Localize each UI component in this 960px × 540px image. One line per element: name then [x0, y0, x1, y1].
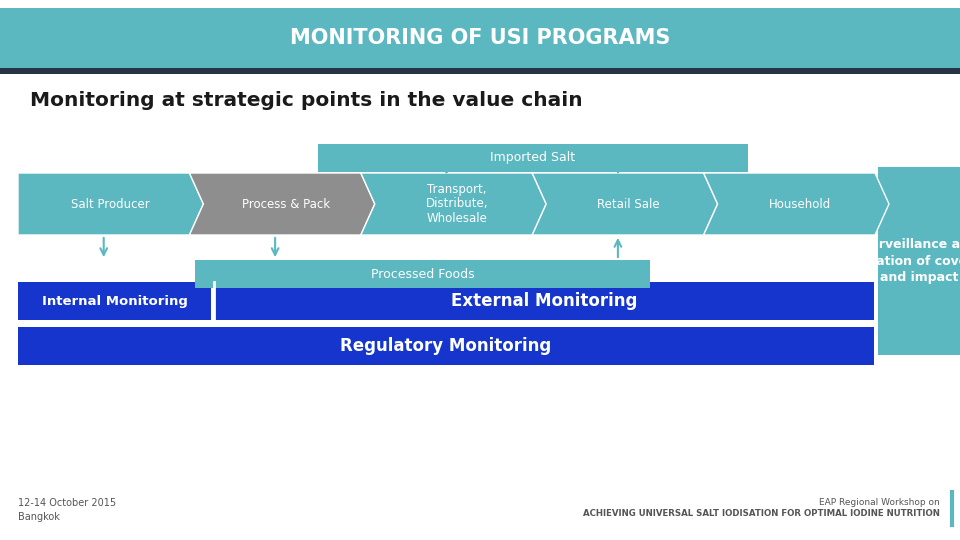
- FancyBboxPatch shape: [318, 144, 748, 172]
- FancyBboxPatch shape: [0, 8, 960, 68]
- FancyBboxPatch shape: [195, 260, 650, 288]
- Polygon shape: [704, 173, 889, 235]
- Text: External Monitoring: External Monitoring: [451, 292, 637, 310]
- Text: Transport,
Distribute,
Wholesale: Transport, Distribute, Wholesale: [425, 183, 489, 226]
- Polygon shape: [361, 173, 546, 235]
- Text: Internal Monitoring: Internal Monitoring: [41, 294, 187, 307]
- Text: Process & Pack: Process & Pack: [242, 198, 329, 211]
- Text: ACHIEVING UNIVERSAL SALT IODISATION FOR OPTIMAL IODINE NUTRITION: ACHIEVING UNIVERSAL SALT IODISATION FOR …: [583, 509, 940, 518]
- Polygon shape: [18, 173, 204, 235]
- FancyBboxPatch shape: [215, 282, 874, 320]
- FancyBboxPatch shape: [878, 167, 960, 355]
- Text: Monitoring at strategic points in the value chain: Monitoring at strategic points in the va…: [30, 91, 583, 110]
- Text: Salt Producer: Salt Producer: [71, 198, 150, 211]
- FancyBboxPatch shape: [18, 282, 211, 320]
- Polygon shape: [189, 173, 374, 235]
- Polygon shape: [532, 173, 718, 235]
- Text: Retail Sale: Retail Sale: [597, 198, 660, 211]
- Text: Surveillance and
Evaluation of coverage
and impact: Surveillance and Evaluation of coverage …: [838, 238, 960, 285]
- Text: Processed Foods: Processed Foods: [371, 267, 474, 280]
- Text: EAP Regional Workshop on: EAP Regional Workshop on: [819, 498, 940, 507]
- FancyBboxPatch shape: [18, 327, 874, 365]
- Text: 12-14 October 2015
Bangkok: 12-14 October 2015 Bangkok: [18, 498, 116, 522]
- Text: Imported Salt: Imported Salt: [491, 152, 576, 165]
- Text: Regulatory Monitoring: Regulatory Monitoring: [341, 337, 552, 355]
- FancyBboxPatch shape: [0, 68, 960, 74]
- Text: MONITORING OF USI PROGRAMS: MONITORING OF USI PROGRAMS: [290, 28, 670, 48]
- Text: Household: Household: [769, 198, 831, 211]
